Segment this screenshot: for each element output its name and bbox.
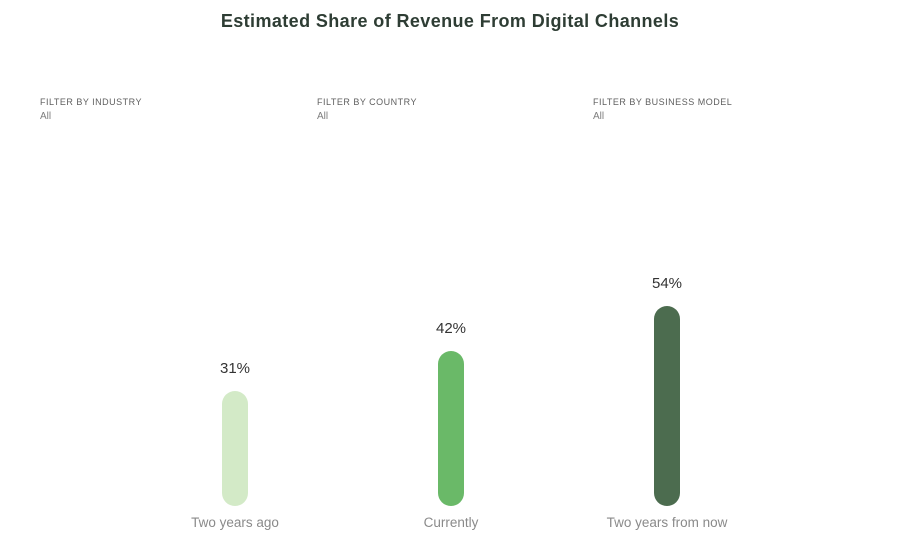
bar-group-two-years-from-now: 54% Two years from now: [577, 275, 757, 530]
bar-two-years-from-now[interactable]: [654, 306, 680, 506]
filter-industry-value[interactable]: All: [40, 111, 52, 122]
filter-business-model-label: FILTER BY BUSINESS MODEL: [593, 97, 733, 107]
filter-industry[interactable]: FILTER BY INDUSTRY All: [40, 97, 280, 123]
filter-business-model[interactable]: FILTER BY BUSINESS MODEL All: [593, 97, 833, 123]
filter-country-value[interactable]: All: [317, 111, 329, 122]
bar-two-years-ago[interactable]: [222, 391, 248, 506]
filter-country-label: FILTER BY COUNTRY: [317, 97, 418, 107]
bar-value-label: 31%: [219, 360, 251, 377]
category-label: Two years from now: [606, 515, 728, 530]
bar-currently[interactable]: [438, 351, 464, 506]
category-label: Currently: [423, 515, 479, 530]
bar-value-label: 42%: [435, 320, 467, 337]
filter-industry-label: FILTER BY INDUSTRY: [40, 97, 143, 107]
category-label: Two years ago: [191, 515, 279, 530]
page-title: Estimated Share of Revenue From Digital …: [220, 11, 680, 31]
filter-business-model-value[interactable]: All: [593, 111, 605, 122]
bar-group-two-years-ago: 31% Two years ago: [145, 360, 325, 530]
bar-group-currently: 42% Currently: [361, 320, 541, 530]
bar-value-label: 54%: [651, 275, 683, 292]
filter-country[interactable]: FILTER BY COUNTRY All: [317, 97, 557, 123]
